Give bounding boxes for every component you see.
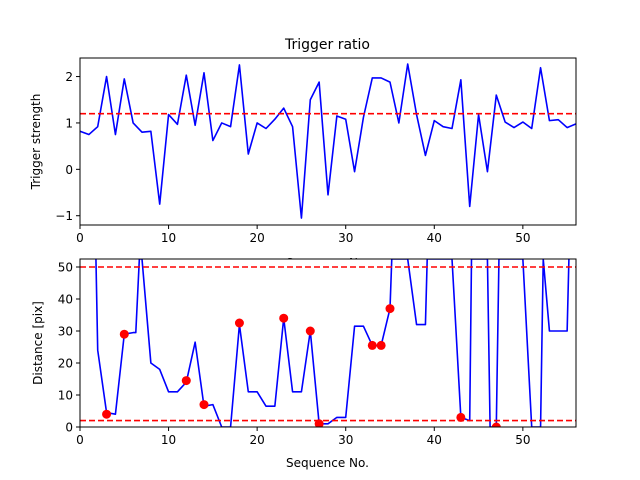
bottom-marker-point [376,340,386,350]
bottom-y-tick-label: 40 [58,293,73,307]
bottom-y-tick-label: 20 [58,357,73,371]
top-x-tick-label: 20 [250,231,265,245]
bottom-y-tick-label: 50 [58,261,73,275]
bottom-axes-frame [79,258,577,428]
bottom-x-tick-label: 50 [515,433,530,447]
top-x-tick-label: 40 [427,231,442,245]
top-x-tick-label: 30 [338,231,353,245]
bottom-y-tick-label: 30 [58,325,73,339]
bottom-x-tick-label: 20 [250,433,265,447]
bottom-marker-point [456,412,466,422]
bottom-marker-point [367,340,377,350]
bottom-x-tick-label: 0 [76,433,84,447]
bottom-marker-point [491,422,501,427]
top-x-tick-label: 50 [515,231,530,245]
bottom-marker-point [234,318,244,328]
top-x-tick-label: 10 [161,231,176,245]
bottom-x-tick-label: 10 [161,433,176,447]
bottom-marker-point [199,400,209,410]
top-x-tick-label: 0 [76,231,84,245]
bottom-x-tick-label: 30 [338,433,353,447]
plot-background-bottom [80,259,576,427]
top-y-tick-label: 2 [65,70,73,84]
top-y-tick-label: −1 [55,209,73,223]
bottom-marker-point [279,313,289,323]
chart-distance: Distance [pix] [31,301,45,385]
y-axis-label: Trigger strength [29,94,43,191]
bottom-x-tick-label: 40 [427,433,442,447]
top-y-tick-label: 1 [65,116,73,130]
bottom-y-tick-label: 0 [65,421,73,435]
top-series-line [80,63,576,219]
bottom-marker-point [102,409,112,419]
bottom-marker-point [385,304,395,314]
bottom-marker-point [305,326,315,336]
y-axis-label: Distance [pix] [31,301,45,385]
top-series-group [80,63,576,219]
bottom-series-group [80,259,576,427]
top-axes-frame [79,57,577,226]
x-axis-label: Sequence No. [286,456,369,470]
chart-title: Trigger ratio [284,37,370,53]
bottom-marker-point [181,376,191,386]
bottom-marker-point [119,329,129,339]
bottom-y-tick-label: 10 [58,389,73,403]
plot-layer-bottom: 0 10 20 30 40 50 0 10 20 30 40 50 [58,258,577,447]
bottom-series-line [95,259,570,427]
top-y-tick-label: 0 [65,163,73,177]
